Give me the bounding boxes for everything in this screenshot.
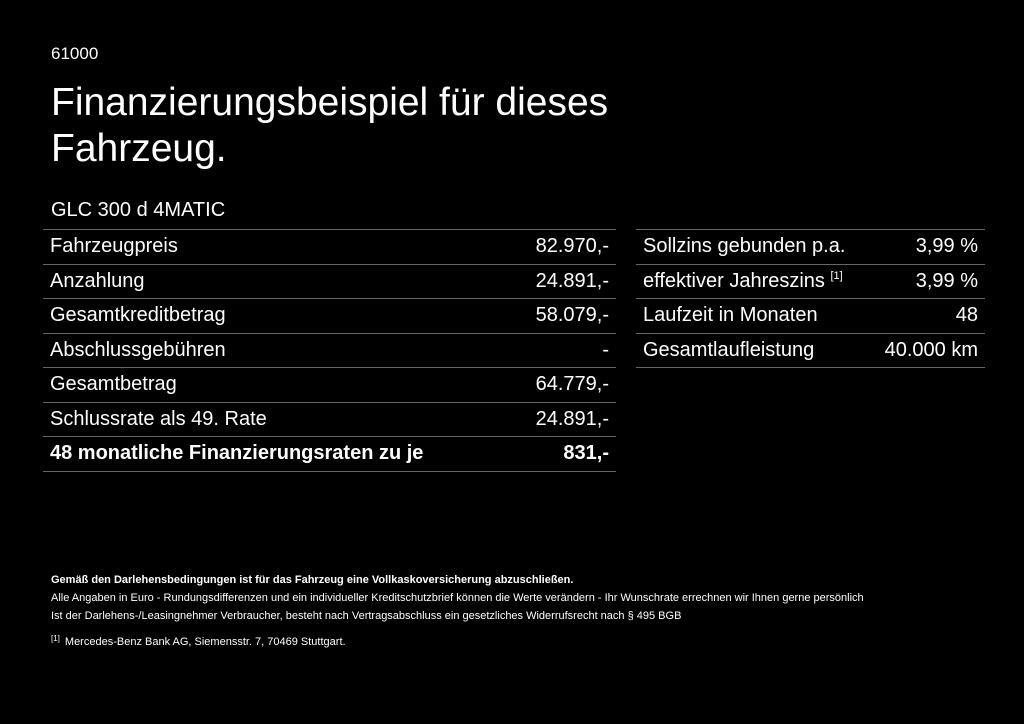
note-line: Alle Angaben in Euro - Rundungsdifferenz… [51,592,864,604]
footnote-mark: [1] [51,634,60,643]
row-label: Gesamtbetrag [43,367,511,402]
row-value: 82.970,- [510,229,616,264]
table-row: Gesamtkreditbetrag 58.079,- [43,298,616,333]
row-label-cell: effektiver Jahreszins [1] [636,263,870,299]
table-row: effektiver Jahreszins [1] 3,99 % [636,263,985,299]
monthly-rate-row: 48 monatliche Finanzierungsraten zu je 83… [43,436,616,472]
table-row: Gesamtbetrag 64.779,- [43,367,616,402]
table-row: Abschlussgebühren - [43,332,616,368]
row-label: effektiver Jahreszins [643,269,825,292]
row-value: 48 [869,298,985,333]
legal-notes: Gemäß den Darlehensbedingungen ist für d… [51,571,1011,651]
page-title: Finanzierungsbeispiel für dieses Fahrzeu… [51,81,609,170]
interest-table: Sollzins gebunden p.a. 3,99 % effektiver … [636,229,985,368]
row-value: 831,- [510,436,616,472]
row-value: 64.779,- [510,367,616,402]
row-label: Schlussrate als 49. Rate [43,401,511,437]
table-row: Sollzins gebunden p.a. 3,99 % [636,229,985,264]
row-label: Anzahlung [43,263,511,299]
insurance-note: Gemäß den Darlehensbedingungen ist für d… [51,574,574,586]
row-label: 48 monatliche Finanzierungsraten zu je [43,436,511,472]
table-row: Laufzeit in Monaten 48 [636,298,985,333]
row-value: 58.079,- [510,298,616,333]
row-label: Sollzins gebunden p.a. [636,229,870,264]
row-label: Gesamtkreditbetrag [43,298,511,333]
financing-table: Fahrzeugpreis 82.970,- Anzahlung 24.891,- … [43,229,616,472]
footnote: [1] Mercedes-Benz Bank AG, Siemensstr. 7,… [51,630,1011,651]
row-label: Fahrzeugpreis [43,229,511,264]
table-row: Gesamtlaufleistung 40.000 km [636,332,985,368]
row-value: 24.891,- [510,401,616,437]
row-label: Laufzeit in Monaten [636,298,870,333]
model-name: GLC 300 d 4MATIC [51,199,226,221]
row-value: 40.000 km [869,332,985,368]
note-line: Ist der Darlehens-/Leasingnehmer Verbrau… [51,610,682,622]
row-value: 3,99 % [869,263,985,299]
footnote-ref: [1] [830,269,843,282]
row-value: 24.891,- [510,263,616,299]
row-label: Gesamtlaufleistung [636,332,870,368]
table-row: Anzahlung 24.891,- [43,263,616,299]
vehicle-code: 61000 [51,44,99,63]
row-value: - [510,332,616,368]
row-label: Abschlussgebühren [43,332,511,368]
footnote-text: Mercedes-Benz Bank AG, Siemensstr. 7, 70… [64,636,346,648]
row-value: 3,99 % [869,229,985,264]
table-row: Schlussrate als 49. Rate 24.891,- [43,401,616,437]
table-row: Fahrzeugpreis 82.970,- [43,229,616,264]
